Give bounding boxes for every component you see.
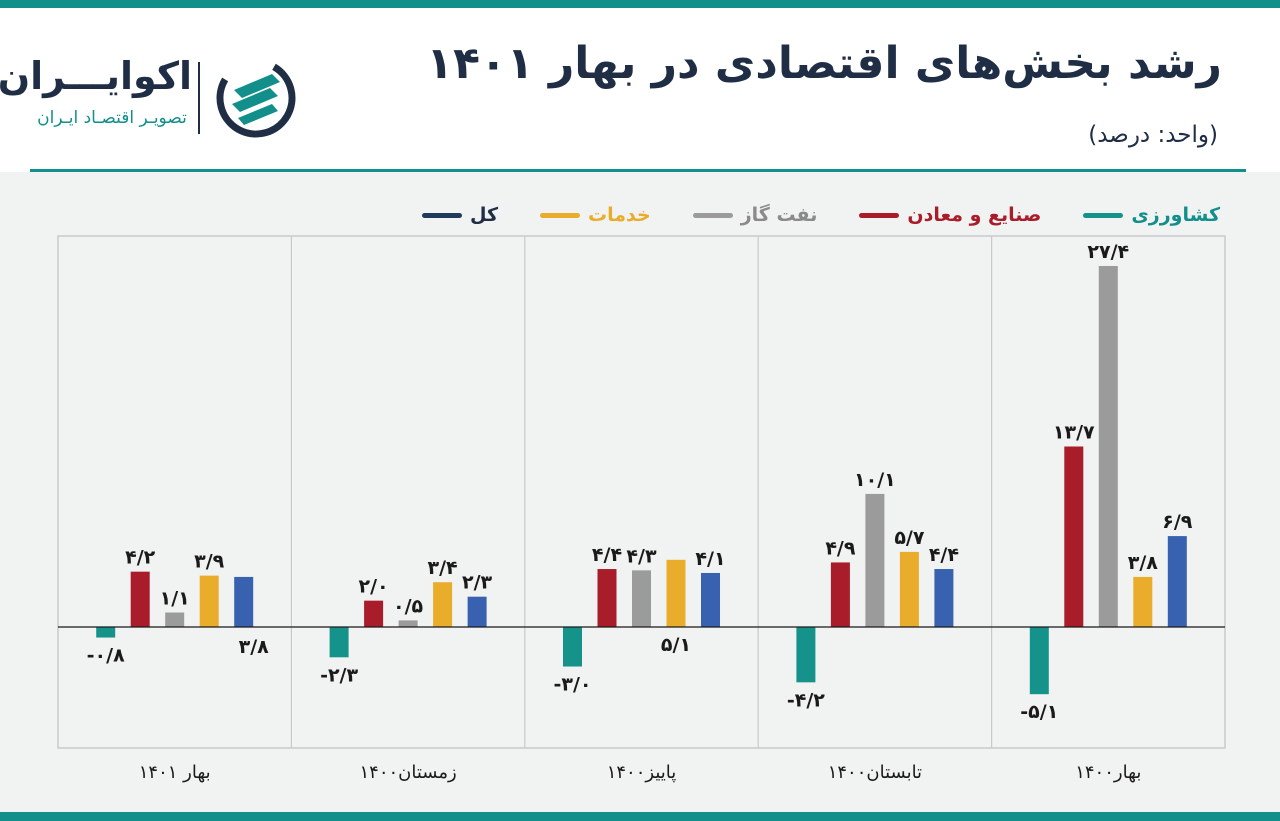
- category-label: پاییز۱۴۰۰: [607, 762, 677, 783]
- bar: [830, 562, 850, 627]
- data-label: ۳/۸: [239, 636, 270, 658]
- legend-label: نفت گاز: [740, 204, 818, 226]
- plot-frame: [57, 235, 1226, 749]
- data-label: ۴/۳: [626, 545, 657, 567]
- data-label: ۵/۱: [661, 634, 691, 656]
- bottom-accent-bar: [0, 812, 1280, 821]
- bar: [398, 620, 418, 627]
- data-label: -۴/۲: [787, 689, 825, 711]
- data-label: ۳/۹: [194, 551, 225, 573]
- legend-item-services: خدمات: [540, 204, 651, 226]
- data-label: ۴/۴: [592, 544, 622, 566]
- legend-label: کشاورزی: [1131, 204, 1220, 226]
- bar: [865, 493, 885, 627]
- bar: [96, 627, 116, 638]
- category-label: بهار۱۴۰۰: [1075, 762, 1141, 783]
- category-label: تابستان۱۴۰۰: [828, 762, 922, 783]
- category-label: بهار ۱۴۰۱: [139, 762, 211, 783]
- data-label: ۵/۷: [894, 527, 925, 549]
- legend-swatch: [1083, 212, 1124, 218]
- bar: [666, 559, 686, 627]
- bar: [329, 627, 349, 658]
- data-label: ۱/۱: [160, 588, 190, 610]
- bar: [1133, 576, 1153, 627]
- logo-name: اکوایـــران: [0, 54, 192, 98]
- legend-label: خدمات: [588, 204, 651, 226]
- data-label: ۴/۴: [929, 544, 959, 566]
- legend-swatch: [540, 212, 581, 218]
- data-label: ۴/۹: [825, 537, 856, 559]
- data-label: ۲/۰: [359, 576, 389, 598]
- legend-label: صنایع و معادن: [907, 204, 1042, 226]
- bar: [1167, 536, 1187, 627]
- logo-mark-icon: [216, 58, 296, 138]
- data-label: ۶/۹: [1162, 511, 1193, 533]
- logo: اکوایـــران تصویـر اقتصـاد ایـران: [0, 54, 298, 144]
- bar: [1098, 266, 1118, 627]
- data-label: ۳/۴: [428, 557, 458, 579]
- legend-label: کل: [470, 204, 499, 226]
- bar: [632, 570, 651, 627]
- top-accent-bar: [0, 0, 1280, 8]
- data-label: ۲۷/۴: [1087, 241, 1129, 263]
- legend: کشاورزی صنایع و معادن نفت گاز خدمات کل: [380, 200, 1220, 230]
- data-label: ۴/۲: [125, 547, 156, 569]
- data-label: -۳/۰: [553, 674, 591, 696]
- bar: [433, 582, 453, 627]
- bar: [934, 569, 954, 627]
- logo-tagline: تصویـر اقتصـاد ایـران: [37, 108, 187, 128]
- header-divider: [30, 169, 1246, 172]
- bar: [199, 575, 219, 627]
- bar: [563, 627, 582, 667]
- bar: [1029, 627, 1049, 695]
- logo-divider: [198, 62, 200, 134]
- legend-item-agriculture: کشاورزی: [1083, 204, 1220, 226]
- bar: [234, 576, 254, 627]
- legend-item-total: کل: [422, 204, 498, 226]
- bar: [467, 596, 487, 627]
- bar: [796, 627, 816, 683]
- legend-swatch: [692, 212, 733, 218]
- legend-swatch: [422, 212, 463, 218]
- data-label: ۳/۸: [1128, 552, 1159, 574]
- legend-swatch: [859, 212, 900, 218]
- bar: [165, 612, 185, 627]
- bar: [364, 600, 384, 627]
- data-label: -۵/۱: [1020, 701, 1058, 723]
- legend-item-oil-gas: نفت گاز: [692, 204, 818, 226]
- bar: [597, 569, 617, 627]
- data-label: -۲/۳: [320, 664, 358, 686]
- data-label: ۴/۱: [695, 548, 725, 570]
- data-label: ۲/۳: [462, 572, 493, 594]
- data-label: ۰/۵: [393, 595, 424, 617]
- page-title: رشد بخش‌های اقتصادی در بهار ۱۴۰۱: [426, 38, 1222, 89]
- category-label: زمستان۱۴۰۰: [359, 762, 456, 783]
- bar: [130, 571, 150, 627]
- bar: [1064, 446, 1084, 627]
- bar-chart: -۵/۱۱۳/۷۲۷/۴۳/۸۶/۹بهار۱۴۰۰-۴/۲۴/۹۱۰/۱۵/۷…: [57, 235, 1226, 783]
- data-label: ۱۰/۱: [854, 469, 896, 491]
- bar: [701, 572, 720, 627]
- unit-label: (واحد: درصد): [1088, 122, 1218, 148]
- legend-item-industry: صنایع و معادن: [859, 204, 1041, 226]
- data-label: ۱۳/۷: [1053, 422, 1095, 444]
- header: رشد بخش‌های اقتصادی در بهار ۱۴۰۱ (واحد: …: [0, 8, 1280, 172]
- data-label: -۰/۸: [87, 645, 125, 667]
- bar: [899, 551, 919, 627]
